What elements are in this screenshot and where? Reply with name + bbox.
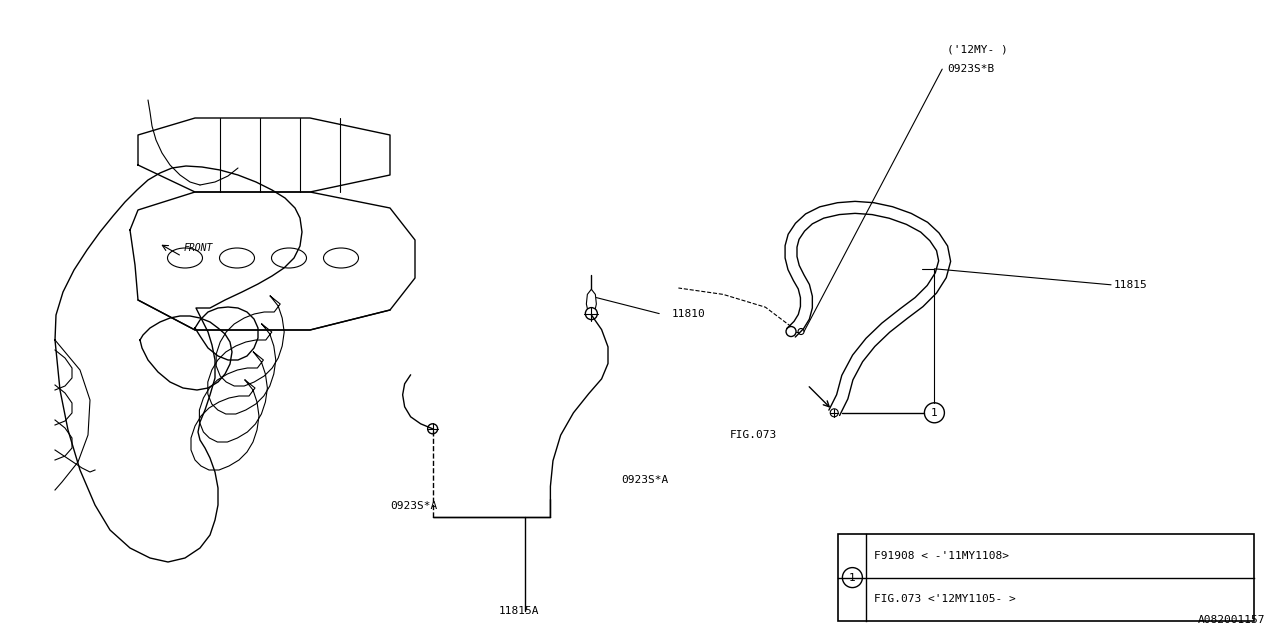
Text: 11815: 11815	[1114, 280, 1147, 290]
Text: F91908 < -'11MY1108>: F91908 < -'11MY1108>	[874, 551, 1010, 561]
Text: 0923S*B: 0923S*B	[947, 64, 995, 74]
Text: 0923S*A: 0923S*A	[621, 475, 668, 485]
Text: 0923S*A: 0923S*A	[390, 500, 438, 511]
Bar	[838, 534, 1254, 621]
Text: 11815A: 11815A	[499, 606, 540, 616]
Text: ('12MY- ): ('12MY- )	[947, 45, 1007, 55]
Text: FIG.073: FIG.073	[730, 430, 777, 440]
Text: 1: 1	[931, 408, 938, 418]
Text: A082001157: A082001157	[1198, 615, 1265, 625]
Text: FRONT: FRONT	[184, 243, 214, 253]
Text: FIG.073 <'12MY1105- >: FIG.073 <'12MY1105- >	[874, 594, 1016, 604]
Text: 11810: 11810	[672, 308, 705, 319]
Text: 1: 1	[849, 573, 856, 582]
